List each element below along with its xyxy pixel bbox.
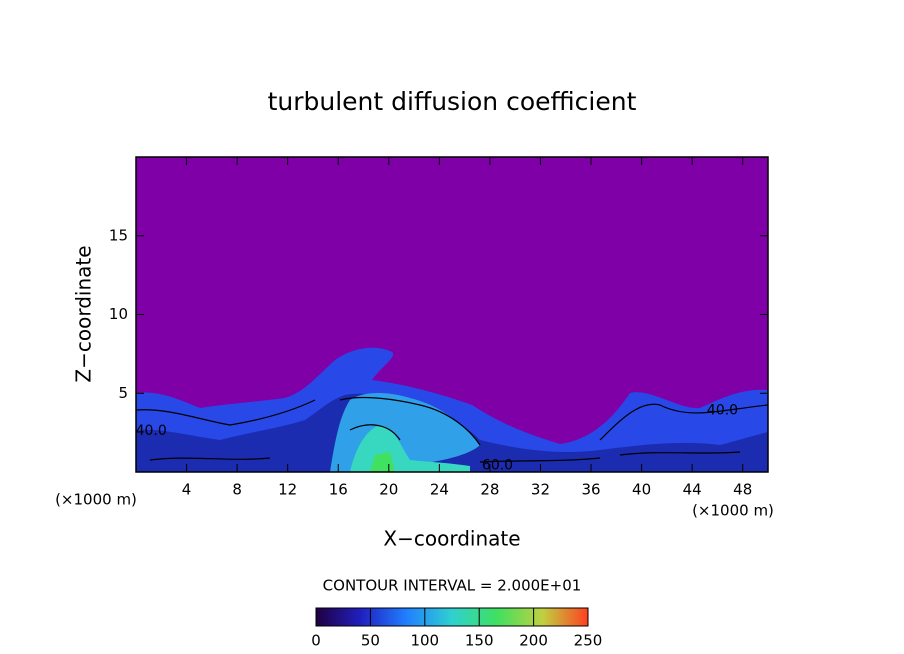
field (136, 157, 768, 472)
x-tick-label: 24 (430, 481, 449, 499)
y-tick-label: 10 (109, 305, 128, 323)
contour-line (149, 424, 741, 463)
contour-label: 40.0 (136, 423, 167, 439)
x-tick-label: 8 (232, 481, 242, 499)
x-tick-label: 16 (329, 481, 348, 499)
contour-label: 60.0 (482, 458, 513, 474)
x-tick-label: 28 (480, 481, 499, 499)
x-tick-label: 40 (632, 481, 651, 499)
contour-interval: CONTOUR INTERVAL = 2.000E+01 (323, 577, 582, 595)
y-tick-label: 5 (118, 384, 128, 402)
colorbar-tick-label: 150 (465, 632, 494, 650)
colorbar-tick-label: 0 (311, 632, 321, 650)
x-tick-label: 20 (379, 481, 398, 499)
x-tick-label: 32 (531, 481, 550, 499)
colorbar-tick-label: 200 (519, 632, 548, 650)
chart-title: turbulent diffusion coefficient (268, 87, 637, 116)
x-axis-title: X−coordinate (383, 527, 520, 551)
x-unit-label: (×1000 m) (55, 491, 137, 509)
y-axis-title: Z−coordinate (72, 245, 96, 382)
x-unit-label: (×1000 m) (692, 502, 774, 520)
x-tick-label: 4 (182, 481, 192, 499)
x-tick-label: 12 (278, 481, 297, 499)
x-tick-label: 44 (683, 481, 702, 499)
colorbar-tick-label: 50 (361, 632, 380, 650)
contour-line (136, 396, 768, 446)
x-tick-label: 36 (581, 481, 600, 499)
colorbar (315, 607, 589, 627)
y-tick-label: 15 (109, 226, 128, 244)
contour-label: 40.0 (707, 403, 738, 419)
x-tick-label: 48 (733, 481, 752, 499)
colorbar-tick-label: 250 (574, 632, 603, 650)
colorbar-tick-label: 100 (410, 632, 439, 650)
